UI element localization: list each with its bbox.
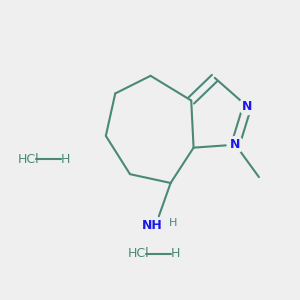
Text: H: H — [61, 153, 70, 166]
Text: NH: NH — [142, 219, 163, 232]
Text: HCl: HCl — [128, 247, 150, 260]
Text: HCl: HCl — [18, 153, 40, 166]
Text: N: N — [242, 100, 252, 113]
Text: H: H — [169, 218, 177, 228]
Circle shape — [227, 136, 244, 153]
Text: H: H — [171, 247, 181, 260]
Circle shape — [239, 98, 255, 115]
Text: N: N — [230, 138, 241, 151]
